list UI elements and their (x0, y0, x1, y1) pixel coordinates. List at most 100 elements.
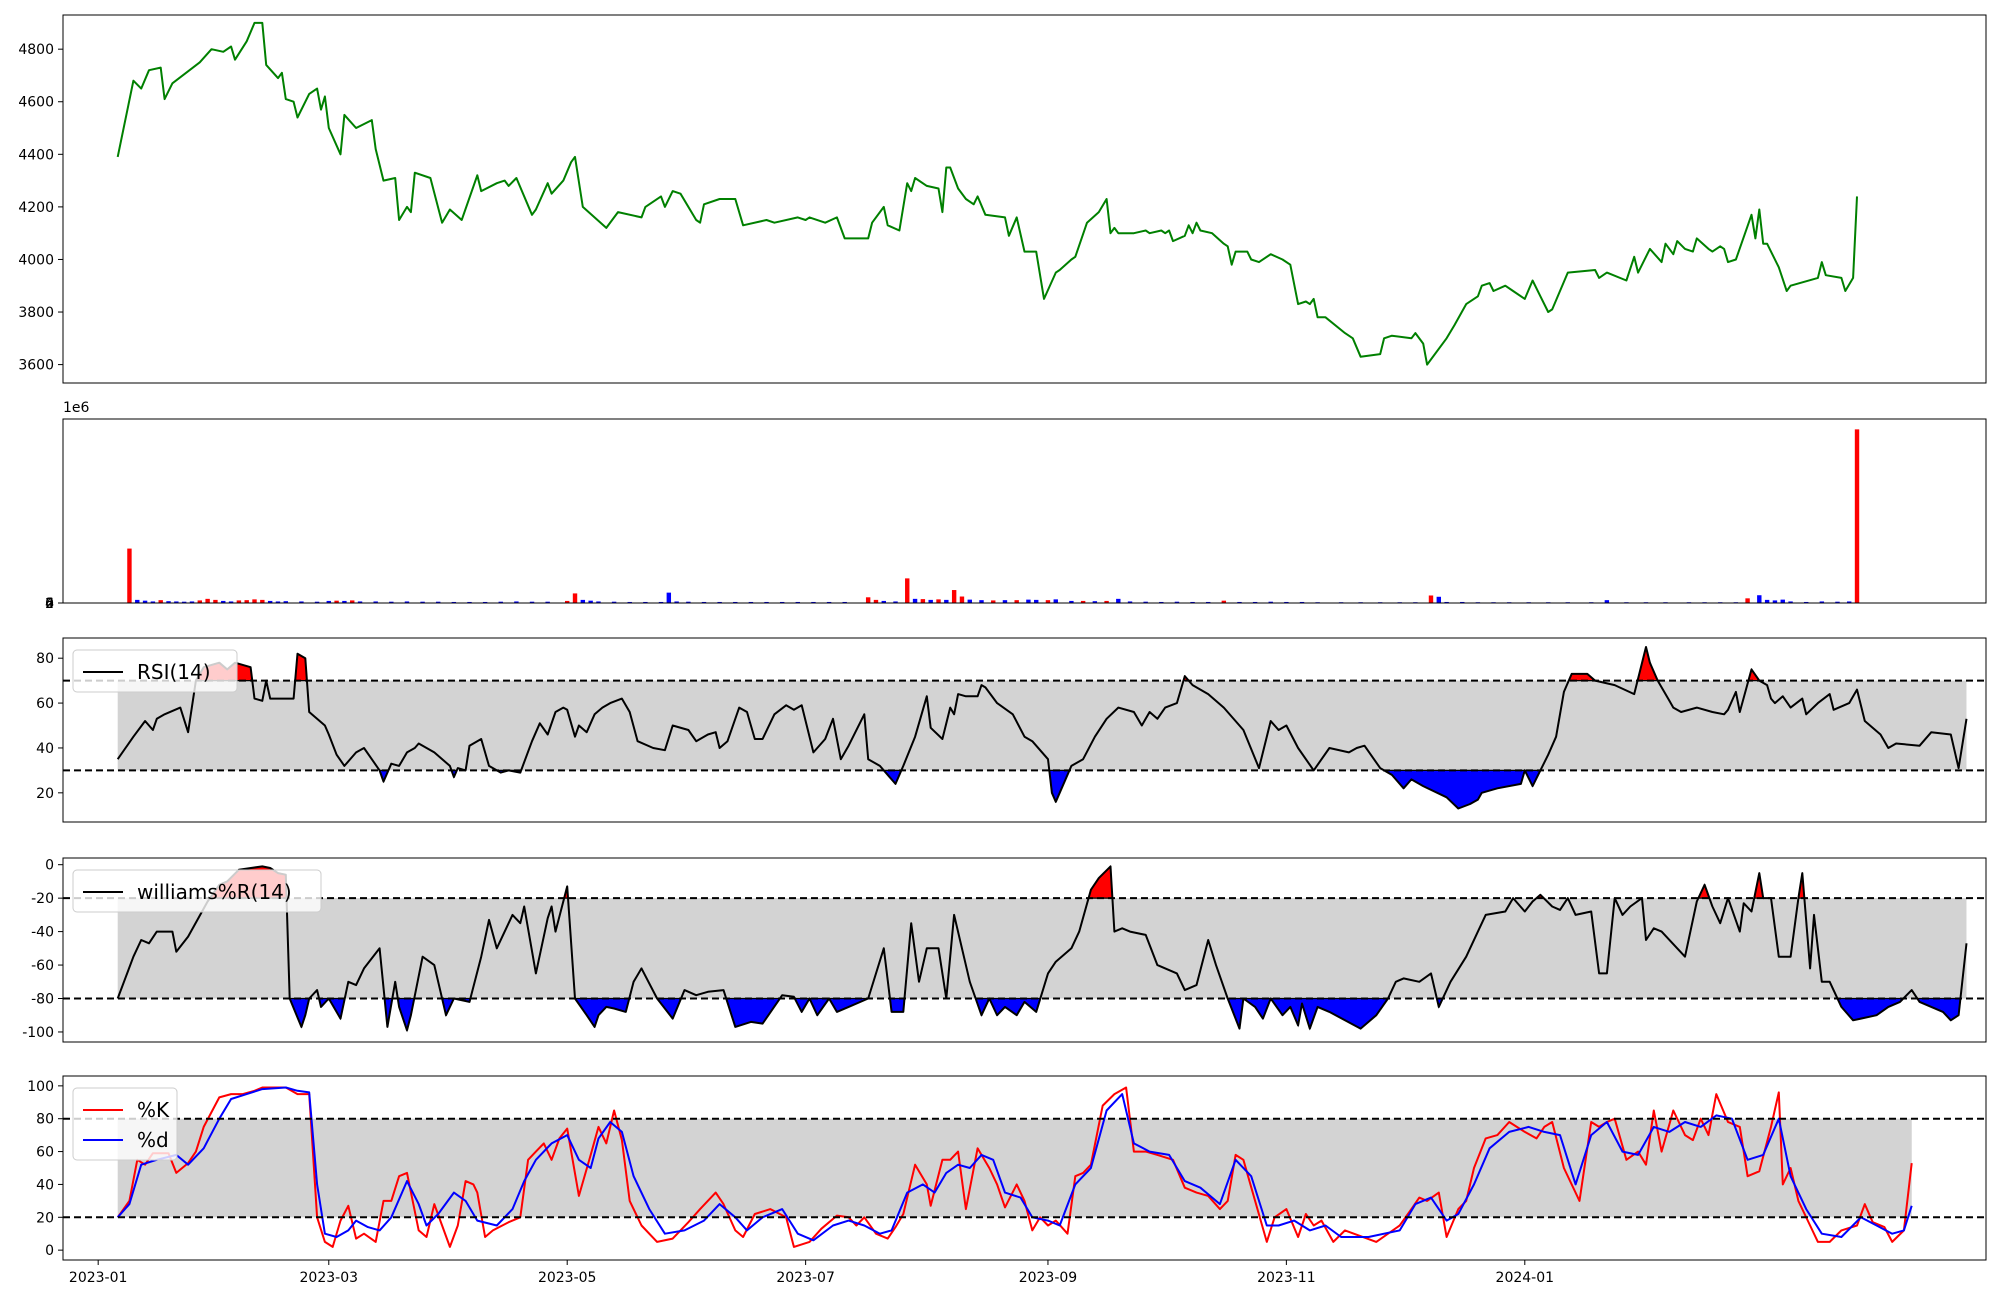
volume-bar (389, 601, 394, 603)
volume-bar (1053, 599, 1058, 603)
volume-bar (565, 600, 570, 603)
williams-ytick-label: 0 (45, 858, 54, 874)
volume-bar (920, 599, 926, 603)
rsi-legend-label: RSI(14) (137, 660, 211, 684)
volume-bar (205, 598, 210, 603)
volume-bar (1804, 601, 1809, 603)
price-ytick-label: 4800 (18, 42, 54, 58)
volume-bar (1174, 601, 1180, 603)
volume-bar (991, 600, 996, 603)
volume-bar (842, 601, 847, 603)
volume-bar (1116, 598, 1121, 603)
williams-ytick-label: -100 (22, 1025, 54, 1041)
volume-bar (1104, 600, 1109, 603)
volume-bar (580, 599, 586, 603)
volume-bar (912, 598, 918, 603)
rsi-band (117, 680, 1967, 771)
price-ytick-label: 3600 (18, 358, 54, 374)
volume-bar (213, 599, 218, 603)
price-axes-frame (62, 14, 1987, 384)
price-ytick-label: 4000 (18, 252, 54, 268)
volume-bar (1819, 601, 1825, 603)
volume-bar (275, 601, 281, 603)
volume-bar (674, 601, 679, 603)
volume-axis-multiplier: 1e6 (63, 400, 90, 416)
volume-bar (1092, 601, 1098, 603)
volume-bar (1780, 599, 1785, 603)
volume-bar (905, 578, 910, 603)
stochastic-legend-box (72, 1087, 178, 1161)
volume-bar (127, 548, 132, 603)
rsi-axes-frame (62, 637, 1987, 823)
volume-bar (529, 601, 535, 603)
williams-ytick-label: -60 (31, 958, 54, 974)
volume-bar (1854, 429, 1860, 603)
volume-bar (1080, 600, 1086, 603)
volume-bar (1190, 601, 1195, 603)
volume-bar (701, 601, 707, 603)
volume-bar (596, 601, 601, 603)
volume-bar (342, 600, 347, 603)
price-ytick-label: 4400 (18, 147, 54, 163)
rsi-ytick-label: 40 (36, 741, 54, 757)
stochastic-band (117, 1118, 1912, 1218)
volume-bar (611, 601, 617, 603)
volume-bar (1788, 601, 1793, 603)
stochastic-ytick-label: 60 (36, 1145, 54, 1161)
price-ytick-label: 3800 (18, 305, 54, 321)
volume-ytick-label: 4 (45, 596, 54, 612)
volume-bar (1764, 599, 1770, 603)
volume-bar (1014, 600, 1019, 603)
williams-legend-label: williams%R(14) (137, 880, 292, 904)
volume-bar (873, 599, 879, 603)
volume-bar (936, 599, 941, 603)
volume-bar (244, 600, 249, 603)
volume-bar (1002, 600, 1008, 603)
volume-bar (795, 601, 801, 603)
williams-legend-box (72, 869, 322, 913)
volume-bar (236, 600, 242, 603)
volume-bar (221, 600, 226, 603)
volume-bar (764, 601, 769, 603)
volume-bar (658, 601, 664, 603)
volume-bar (142, 600, 148, 603)
rsi-ytick-label: 80 (36, 651, 54, 667)
volume-bar (865, 597, 871, 603)
volume-bar (174, 601, 179, 603)
volume-bar (826, 601, 832, 603)
volume-bar (811, 601, 816, 603)
volume-bar (197, 600, 202, 603)
volume-bar (1127, 601, 1133, 603)
volume-bar (1237, 601, 1242, 603)
stochastic-ytick-label: 100 (27, 1079, 54, 1095)
volume-bar (1460, 601, 1465, 603)
volume-bar (1252, 601, 1258, 603)
volume-bar (482, 601, 488, 603)
rsi-ytick-label: 60 (36, 696, 54, 712)
volume-bar (420, 601, 425, 603)
stochastic-legend-label: %d (137, 1128, 169, 1152)
volume-bar (299, 601, 304, 603)
volume-bar (260, 599, 265, 603)
volume-ytick-label: 0 (45, 596, 54, 612)
williams-ytick-label: -80 (31, 992, 54, 1008)
rsi-series-line-0 (116, 646, 1968, 810)
volume-bar (1772, 600, 1778, 603)
volume-bar (1835, 601, 1840, 603)
volume-bar (283, 601, 288, 603)
volume-bar (1745, 598, 1750, 603)
williams-band (117, 898, 1967, 999)
volume-bar (252, 599, 257, 603)
volume-bar (643, 601, 648, 603)
volume-bar (326, 600, 331, 603)
stochastic-ytick-label: 20 (36, 1210, 54, 1226)
volume-bar (1604, 600, 1610, 603)
volume-bar (451, 601, 457, 603)
x-tick-label: 2023-11 (1257, 1270, 1316, 1286)
volume-bar (1284, 601, 1289, 603)
volume-bar (350, 600, 355, 603)
volume-bar (951, 590, 957, 603)
volume-bar (1159, 601, 1164, 603)
volume-bar (166, 601, 171, 603)
